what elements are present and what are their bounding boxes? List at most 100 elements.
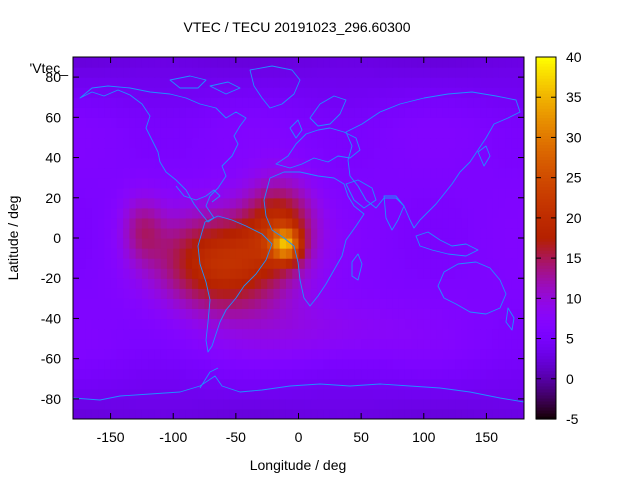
colorbar-segment bbox=[536, 222, 556, 227]
colorbar-segment bbox=[536, 403, 556, 408]
heatmap-cell bbox=[223, 197, 231, 209]
heatmap-cell bbox=[461, 378, 469, 390]
heatmap-cell bbox=[254, 398, 262, 410]
heatmap-cell bbox=[85, 318, 93, 330]
heatmap-cell bbox=[517, 358, 524, 370]
heatmap-cell bbox=[198, 107, 206, 118]
heatmap-cell bbox=[436, 388, 444, 400]
heatmap-cell bbox=[304, 137, 312, 149]
heatmap-cell bbox=[154, 318, 162, 330]
heatmap-cell bbox=[367, 127, 375, 139]
heatmap-cell bbox=[423, 147, 431, 159]
heatmap-cell bbox=[217, 157, 224, 169]
heatmap-cell bbox=[235, 127, 243, 139]
heatmap-cell bbox=[79, 408, 87, 419]
heatmap-cell bbox=[273, 248, 281, 259]
heatmap-cell bbox=[242, 378, 249, 390]
heatmap-cell bbox=[135, 87, 143, 98]
heatmap-cell bbox=[329, 127, 337, 139]
heatmap-cell bbox=[361, 207, 368, 219]
colorbar-segment bbox=[536, 244, 556, 248]
heatmap-cell bbox=[179, 217, 187, 229]
heatmap-cell bbox=[91, 258, 99, 269]
heatmap-cell bbox=[361, 177, 368, 189]
heatmap-cell bbox=[185, 177, 193, 189]
heatmap-cell bbox=[173, 57, 181, 68]
heatmap-cell bbox=[455, 117, 462, 128]
heatmap-cell bbox=[298, 117, 306, 128]
heatmap-cell bbox=[141, 278, 149, 289]
heatmap-cell bbox=[148, 157, 156, 169]
colorbar-segment bbox=[536, 108, 556, 112]
heatmap-cell bbox=[480, 298, 488, 309]
heatmap-cell bbox=[173, 328, 181, 340]
heatmap-cell bbox=[223, 318, 231, 330]
heatmap-cell bbox=[267, 87, 275, 98]
heatmap-cell bbox=[135, 358, 143, 370]
heatmap-cell bbox=[430, 298, 437, 309]
heatmap-cell bbox=[154, 127, 162, 139]
heatmap-cell bbox=[85, 87, 93, 98]
coastline-japan bbox=[477, 145, 491, 167]
heatmap-cell bbox=[217, 368, 224, 380]
heatmap-cell bbox=[480, 147, 488, 159]
heatmap-cell bbox=[417, 187, 425, 199]
heatmap-cell bbox=[442, 278, 450, 289]
heatmap-cell bbox=[279, 137, 287, 149]
heatmap-cell bbox=[242, 258, 249, 269]
heatmap-cell bbox=[411, 388, 419, 400]
heatmap-cell bbox=[179, 127, 187, 139]
heatmap-cell bbox=[210, 248, 218, 259]
heatmap-cell bbox=[386, 328, 394, 340]
heatmap-cell bbox=[223, 147, 231, 159]
heatmap-cell bbox=[404, 318, 412, 330]
heatmap-cell bbox=[116, 57, 124, 68]
heatmap-cell bbox=[198, 308, 206, 320]
heatmap-cell bbox=[173, 147, 181, 159]
heatmap-cell bbox=[367, 328, 375, 340]
heatmap-cell bbox=[392, 57, 400, 68]
heatmap-cell bbox=[85, 288, 93, 299]
heatmap-cell bbox=[260, 187, 268, 199]
heatmap-cell bbox=[448, 288, 456, 299]
heatmap-cell bbox=[436, 358, 444, 370]
heatmap-cell bbox=[192, 107, 199, 118]
heatmap-cell bbox=[348, 348, 356, 360]
coastline-gulf-of-mexico bbox=[175, 185, 221, 203]
heatmap-cell bbox=[110, 107, 118, 118]
heatmap-cell bbox=[298, 308, 306, 320]
heatmap-cell bbox=[430, 187, 437, 199]
heatmap-cell bbox=[267, 408, 275, 419]
heatmap-cell bbox=[511, 278, 519, 289]
heatmap-cell bbox=[342, 77, 350, 88]
heatmap-cell bbox=[292, 318, 300, 330]
heatmap-cell bbox=[254, 248, 262, 259]
heatmap-cell bbox=[348, 127, 356, 139]
heatmap-cell bbox=[98, 278, 105, 289]
heatmap-cell bbox=[185, 378, 193, 390]
heatmap-cell bbox=[85, 217, 93, 229]
heatmap-cell bbox=[386, 137, 394, 149]
heatmap-cell bbox=[467, 238, 475, 249]
heatmap-cell bbox=[498, 157, 506, 169]
heatmap-cell bbox=[285, 338, 293, 350]
heatmap-cell bbox=[110, 338, 118, 350]
heatmap-cell bbox=[129, 217, 137, 229]
heatmap-cell bbox=[123, 67, 130, 78]
heatmap-cell bbox=[73, 57, 80, 68]
heatmap-cell bbox=[135, 177, 143, 189]
heatmap-cell bbox=[292, 157, 300, 169]
heatmap-cell bbox=[160, 177, 168, 189]
heatmap-cell bbox=[292, 258, 300, 269]
heatmap-cell bbox=[179, 308, 187, 320]
heatmap-cell bbox=[361, 67, 368, 78]
heatmap-cell bbox=[386, 127, 394, 139]
heatmap-cell bbox=[210, 77, 218, 88]
heatmap-cell bbox=[404, 238, 412, 249]
heatmap-cell bbox=[185, 117, 193, 128]
heatmap-cell bbox=[348, 117, 356, 128]
heatmap-cell bbox=[361, 298, 368, 309]
heatmap-cell bbox=[480, 167, 488, 179]
y-tick-label: 80 bbox=[45, 69, 61, 85]
heatmap-cell bbox=[204, 227, 212, 239]
